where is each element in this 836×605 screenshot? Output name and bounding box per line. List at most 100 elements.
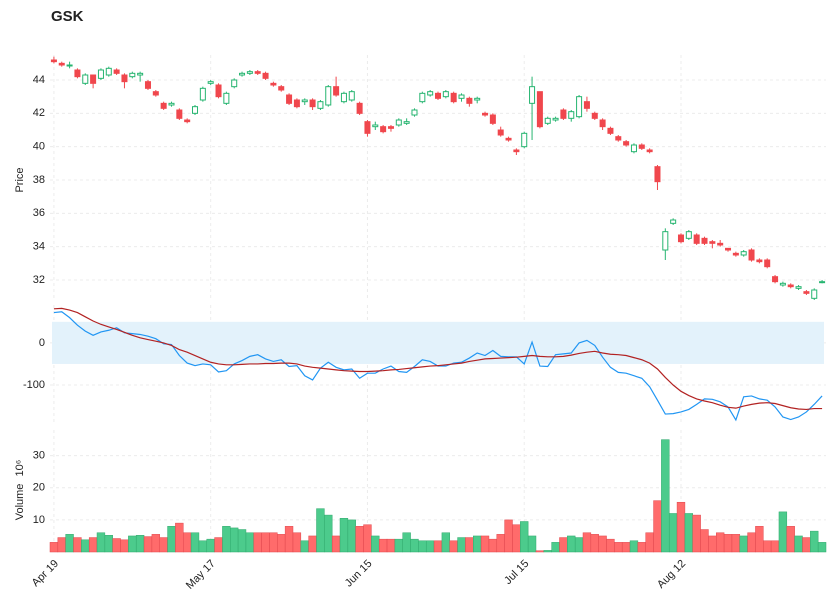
volume-bar (778, 511, 788, 553)
volume-bar (112, 538, 121, 553)
volume-bar (559, 537, 568, 553)
band (52, 321, 824, 364)
volume-bar (676, 501, 686, 553)
candle-body (403, 121, 410, 124)
candle-body (278, 86, 285, 91)
candle-body (74, 69, 81, 78)
candle-body (215, 84, 222, 98)
candle-body (66, 64, 73, 67)
volume-bar (363, 524, 372, 553)
candle-body (231, 79, 238, 88)
candle-body (709, 241, 716, 244)
x-tick-label: May 17 (184, 558, 218, 592)
candle-body (411, 109, 418, 116)
candle-body (552, 117, 559, 121)
candle-body (505, 137, 512, 141)
candle-body (317, 101, 324, 109)
candle-body (466, 97, 473, 104)
candle-body (779, 282, 786, 286)
candle-body (811, 289, 818, 299)
volume-bar (668, 513, 678, 553)
volume-bar (692, 514, 701, 553)
candle-body (356, 102, 363, 114)
volume-bar (543, 550, 552, 553)
volume-bar (786, 526, 795, 553)
volume-bar (371, 535, 380, 553)
volume-bar (794, 535, 803, 553)
y-tick-label: 32 (33, 274, 45, 286)
volume-bar (770, 540, 780, 553)
candle-body (176, 109, 183, 119)
y-tick-label: 42 (33, 107, 45, 119)
volume-bar (159, 537, 168, 553)
line (53, 307, 823, 411)
volume-bar (261, 532, 270, 553)
volume-bar (269, 532, 278, 553)
volume-bar (230, 527, 239, 553)
candle-body (458, 94, 465, 99)
volume-bar (120, 539, 129, 553)
volume-bar (661, 439, 670, 553)
volume-bar (253, 532, 262, 553)
candle-body (348, 91, 355, 101)
candle-body (301, 99, 308, 103)
candle-body (113, 69, 120, 74)
y-tick-label: 0 (39, 337, 45, 349)
candle-body (685, 231, 692, 239)
y-axis-label: Volume 10⁶ (14, 460, 26, 521)
volume-bar (574, 537, 584, 553)
candle-body (192, 106, 199, 114)
candle-body (419, 92, 426, 103)
candle-body (309, 99, 316, 108)
volume-bar (621, 542, 631, 553)
chart-title: GSK (51, 8, 84, 25)
candle-body (803, 291, 810, 294)
candle-body (144, 81, 151, 89)
volume-bar (418, 540, 427, 553)
volume-bar (49, 542, 59, 553)
volume-bar (222, 526, 231, 553)
candle-body (199, 87, 206, 101)
volume-bar (708, 535, 717, 553)
candle-body (427, 91, 434, 96)
candle-body (129, 72, 136, 78)
volume-bar (214, 537, 223, 553)
candle-body (521, 132, 528, 148)
candle-body (380, 126, 387, 133)
volume-label: Volume (14, 484, 26, 521)
candle-body (160, 102, 167, 109)
candle-body (583, 101, 590, 109)
volume-bar (520, 521, 529, 553)
y-tick-label: 10 (33, 514, 45, 526)
volume-bar (378, 538, 388, 553)
volume-bar (684, 513, 693, 553)
volume-bar (527, 535, 537, 553)
candle-body (638, 144, 645, 149)
volume-bar (104, 535, 113, 553)
candle-body (90, 74, 97, 84)
volume-bar (394, 538, 403, 553)
candle-body (434, 92, 442, 99)
volume-bar (190, 532, 200, 553)
volume-bar (723, 534, 733, 553)
candle-body (450, 92, 457, 103)
volume-bar (300, 540, 309, 553)
candle-body (442, 91, 449, 98)
volume-bar (410, 538, 419, 553)
volume-bar (802, 537, 811, 553)
candle-body (717, 242, 724, 246)
volume-bar (465, 537, 474, 553)
y-tick-label: 30 (33, 450, 45, 462)
candle-body (576, 96, 583, 118)
candle-body (168, 102, 175, 106)
y-tick-label: 36 (33, 207, 45, 219)
candle-body (270, 82, 277, 86)
volume-bar (206, 538, 215, 553)
candle-body (474, 97, 481, 101)
candle-body (293, 99, 300, 108)
candle-body (732, 252, 739, 256)
volume-bar (716, 532, 725, 553)
candle-body (787, 284, 794, 288)
volume-bar (425, 540, 435, 553)
volume-bar (135, 535, 145, 553)
